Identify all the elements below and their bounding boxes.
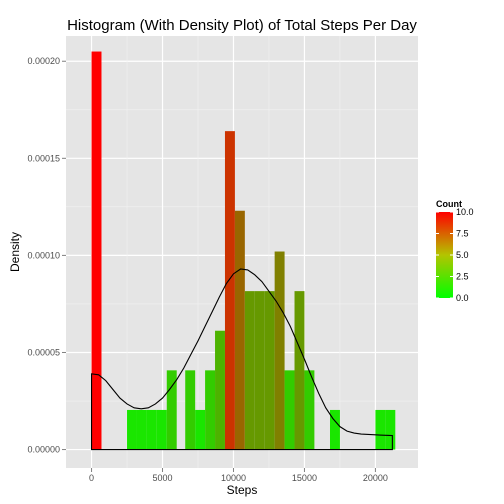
histogram-bar — [185, 370, 196, 450]
x-axis-ticks: 0 5000 10000 15000 20000 — [89, 468, 388, 483]
y-axis-title: Density — [8, 232, 22, 272]
y-tick-label: 0.00020 — [27, 56, 60, 66]
histogram-bars — [91, 51, 396, 450]
histogram-bar — [375, 409, 386, 450]
histogram-bar — [166, 370, 177, 450]
histogram-bar — [274, 251, 285, 450]
histogram-bar — [304, 370, 315, 450]
histogram-bar — [264, 291, 275, 450]
histogram-bar — [284, 370, 295, 450]
histogram-bar — [195, 409, 206, 450]
histogram-bar — [224, 131, 235, 450]
histogram-bar — [146, 409, 157, 450]
histogram-bar — [127, 409, 137, 450]
legend-tick-label: 7.5 — [456, 229, 469, 239]
histogram-bar — [244, 291, 255, 450]
legend-tick-label: 10.0 — [456, 207, 474, 217]
legend-title: Count — [436, 199, 462, 209]
histogram-bar — [330, 409, 340, 450]
y-axis-ticks: 0.00000 0.00005 0.00010 0.00015 0.00020 — [27, 56, 66, 455]
histogram-bar — [294, 291, 305, 450]
histogram-bar — [215, 330, 225, 450]
legend-tick-label: 0.0 — [456, 293, 469, 303]
y-tick-label: 0.00010 — [27, 250, 60, 260]
density-curve — [90, 268, 393, 451]
histogram-bar — [205, 370, 216, 450]
histogram-bar — [91, 51, 102, 450]
x-tick-label: 15000 — [292, 473, 317, 483]
x-tick-label: 20000 — [363, 473, 388, 483]
legend-colorbar — [436, 212, 453, 298]
y-tick-label: 0.00005 — [27, 347, 60, 357]
legend-tick-label: 5.0 — [456, 250, 469, 260]
histogram-bar — [156, 409, 167, 450]
legend-tick-label: 2.5 — [456, 272, 469, 282]
histogram-bar — [254, 291, 265, 450]
histogram-bar — [136, 409, 147, 450]
chart-title: Histogram (With Density Plot) of Total S… — [67, 17, 417, 34]
histogram-bar — [385, 409, 396, 450]
histogram-bar — [234, 210, 245, 450]
x-axis-title: Steps — [227, 483, 258, 497]
y-tick-label: 0.00015 — [27, 153, 60, 163]
y-tick-label: 0.00000 — [27, 445, 60, 455]
count-legend: Count 0.0 2.5 5.0 7.5 10.0 — [436, 199, 474, 303]
x-tick-label: 5000 — [153, 473, 173, 483]
x-tick-label: 10000 — [221, 473, 246, 483]
x-tick-label: 0 — [89, 473, 94, 483]
legend-ticks: 0.0 2.5 5.0 7.5 10.0 — [436, 207, 474, 303]
